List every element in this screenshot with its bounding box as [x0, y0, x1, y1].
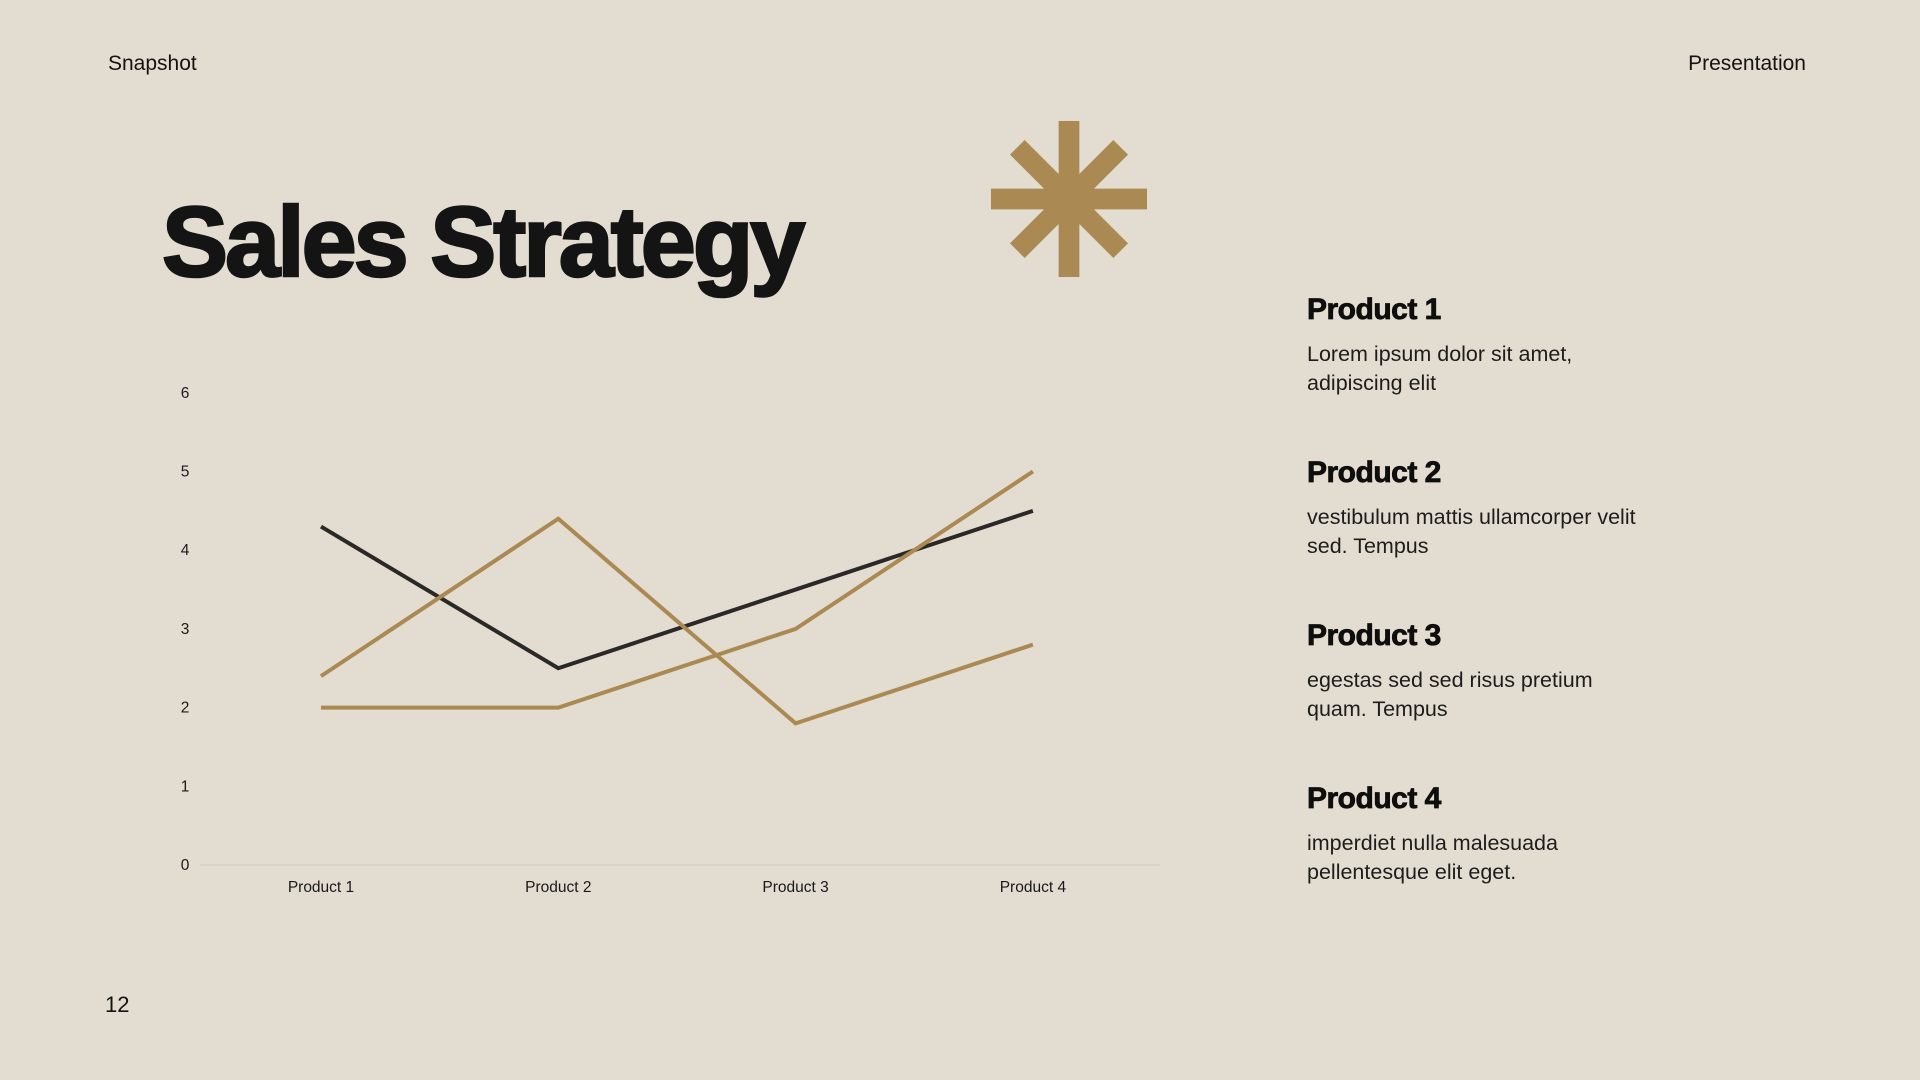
series-line-gold-series-1 — [319, 516, 1034, 726]
product-section: Product 4 imperdiet nulla malesuada pell… — [1307, 781, 1787, 887]
product-heading: Product 2 — [1307, 456, 1442, 490]
y-axis-tick-label: 3 — [181, 621, 190, 638]
y-axis-tick-label: 0 — [181, 857, 190, 874]
product-description: Lorem ipsum dolor sit amet, adipiscing e… — [1307, 342, 1573, 395]
product-section: Product 2 vestibulum mattis ullamcorper … — [1307, 455, 1787, 561]
product-section: Product 1 Lorem ipsum dolor sit amet, ad… — [1307, 292, 1787, 398]
deck-type-label: Presentation — [1688, 52, 1806, 75]
y-axis-tick-label: 5 — [181, 464, 190, 481]
product-description: egestas sed sed risus pretium quam. Temp… — [1307, 668, 1593, 721]
y-axis-tick-label: 2 — [181, 700, 190, 717]
product-description: vestibulum mattis ullamcorper velit sed.… — [1307, 505, 1636, 558]
y-axis-tick-label: 4 — [181, 542, 190, 559]
product-list: Product 1 Lorem ipsum dolor sit amet, ad… — [1307, 292, 1787, 944]
x-axis-category-label: Product 3 — [762, 879, 828, 896]
x-axis-category-label: Product 2 — [525, 879, 591, 896]
slide-title: Sales Strategy — [161, 186, 807, 298]
product-heading: Product 4 — [1307, 782, 1442, 816]
sales-line-chart: 0 1 2 3 4 5 6 Product 1 Product 2 Product 3 Produc… — [165, 372, 1170, 907]
product-heading: Product 3 — [1307, 619, 1442, 653]
y-axis-tick-label: 1 — [181, 778, 190, 795]
product-section: Product 3 egestas sed sed risus pretium … — [1307, 618, 1787, 724]
series-line-dark-series — [319, 508, 1034, 671]
x-axis-category-label: Product 1 — [288, 879, 354, 896]
x-axis-category-label: Product 4 — [1000, 879, 1067, 896]
page-number: 12 — [105, 992, 130, 1017]
product-heading: Product 1 — [1307, 293, 1442, 327]
series-line-gold-series-2 — [321, 469, 1035, 710]
product-description: imperdiet nulla malesuada pellentesque e… — [1307, 831, 1558, 884]
deck-name-label: Snapshot — [108, 52, 197, 75]
asterisk-icon — [990, 120, 1148, 278]
y-axis-tick-label: 6 — [181, 385, 190, 402]
